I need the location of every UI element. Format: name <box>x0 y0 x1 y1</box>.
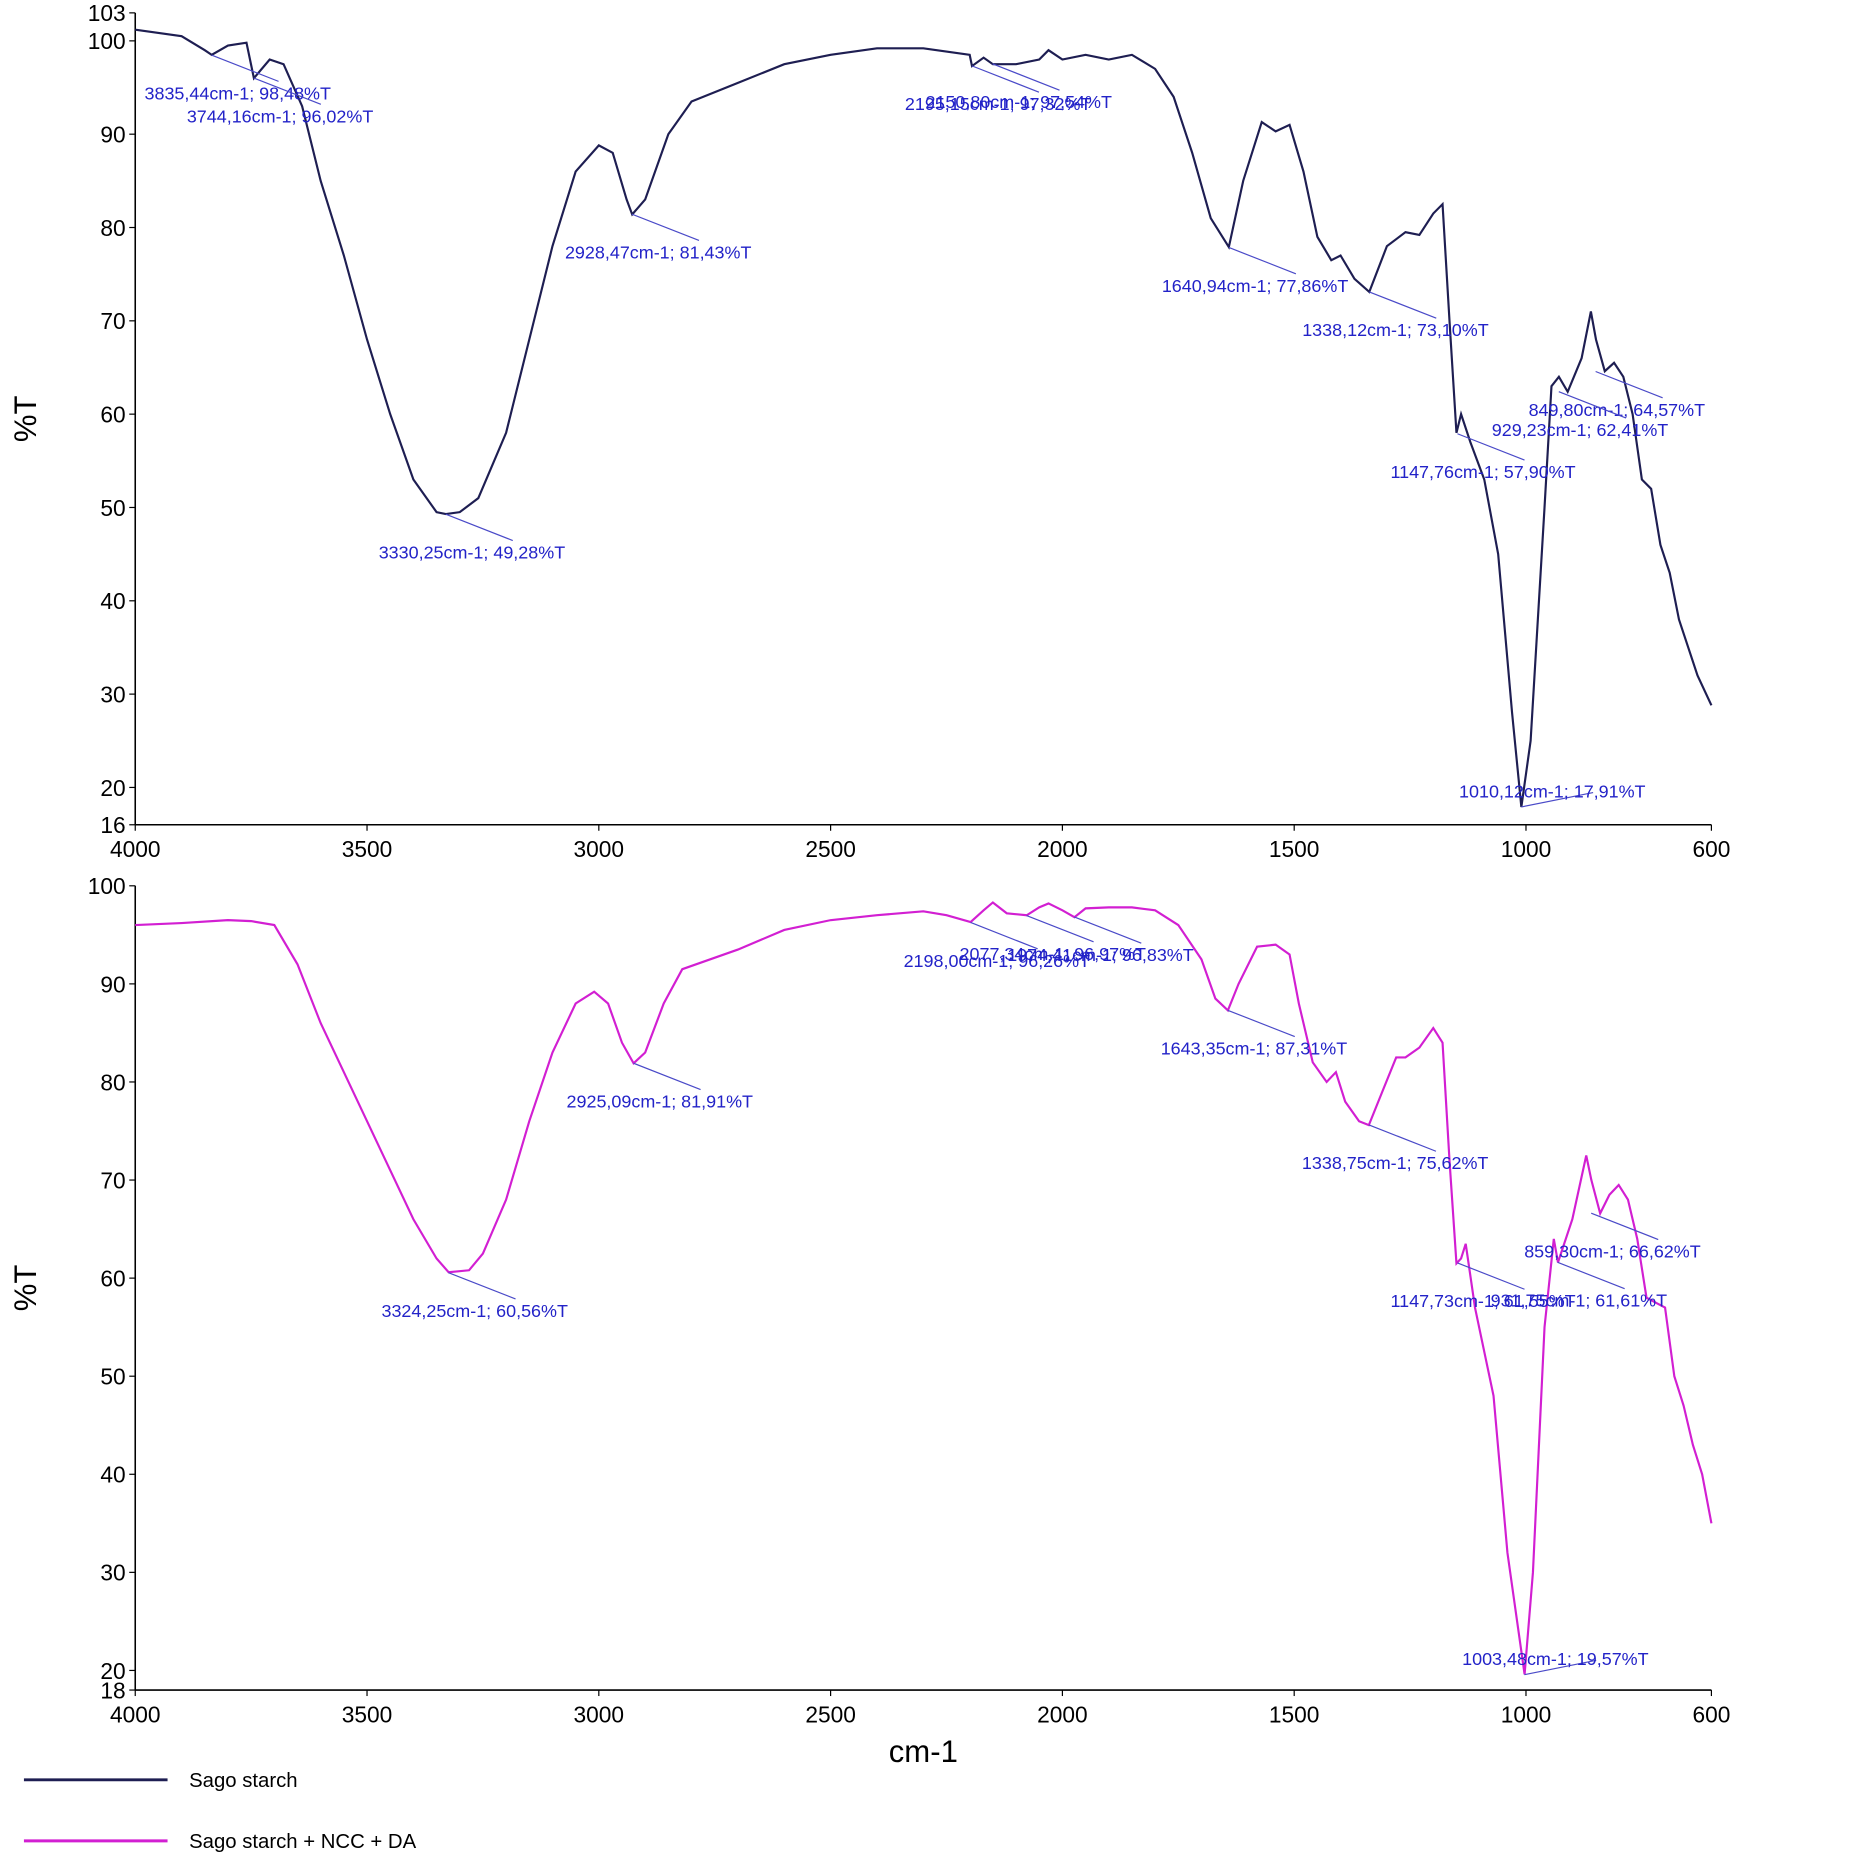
peak-label: 2198,00cm-1; 96,26%T <box>904 951 1091 971</box>
x-tick-label: 1000 <box>1501 1701 1552 1727</box>
peak-leader <box>1026 914 1094 943</box>
peak-leader <box>1457 433 1525 461</box>
y-tick-label: 80 <box>100 215 125 241</box>
peak-leader <box>631 213 700 242</box>
y-tick-label: 70 <box>100 308 125 334</box>
peak-label: 1010,12cm-1; 17,91%T <box>1459 781 1646 801</box>
y-tick-label: 90 <box>100 122 125 148</box>
y-tick-label: 30 <box>100 1560 125 1586</box>
y-tick-label: 16 <box>100 812 125 838</box>
peak-label: 3744,16cm-1; 96,02%T <box>187 106 374 126</box>
peak-label: 2150,80cm-1; 97,54%T <box>925 92 1112 112</box>
peak-leader <box>1595 370 1663 399</box>
x-tick-label: 600 <box>1692 836 1730 862</box>
peak-leader <box>1457 1262 1525 1290</box>
y-tick-label: 50 <box>100 495 125 521</box>
peak-leader <box>992 63 1060 91</box>
x-tick-label: 1500 <box>1269 836 1320 862</box>
peak-label: 1147,73cm-1; 61,55%T <box>1390 1291 1575 1311</box>
peak-leader <box>1074 916 1142 944</box>
peak-leader <box>445 513 513 542</box>
x-tick-label: 2000 <box>1037 836 1088 862</box>
y-tick-label: 70 <box>100 1167 125 1193</box>
y-tick-label: 50 <box>100 1364 125 1390</box>
peak-label: 2077,34cm-1; 96,97%T <box>960 944 1147 964</box>
peak-label: 1338,12cm-1; 73,10%T <box>1302 320 1489 340</box>
peak-label: 2928,47cm-1; 81,43%T <box>565 242 752 262</box>
y-tick-label: 20 <box>100 775 125 801</box>
y-tick-label: 60 <box>100 1266 125 1292</box>
y-tick-label: 80 <box>100 1069 125 1095</box>
peak-label: 1003,48cm-1; 19,57%T <box>1462 1649 1649 1669</box>
peak-leader <box>1524 1659 1597 1676</box>
peak-label: 929,23cm-1; 62,41%T <box>1492 420 1669 440</box>
x-tick-label: 4000 <box>110 1701 161 1727</box>
x-tick-label: 2500 <box>805 836 856 862</box>
peak-leader <box>1368 1124 1437 1152</box>
peak-leader <box>971 65 1040 93</box>
y-tick-label: 100 <box>88 28 126 54</box>
x-axis-label: cm-1 <box>889 1734 958 1769</box>
x-tick-label: 2000 <box>1037 1701 1088 1727</box>
peak-label: 1974,41cm-1; 96,83%T <box>1007 945 1194 965</box>
y-tick-label: 100 <box>88 873 126 899</box>
peak-label: 849,80cm-1; 64,57%T <box>1529 400 1706 420</box>
peak-leader <box>1557 1261 1625 1290</box>
y-tick-label: 40 <box>100 1462 125 1488</box>
spectrum-line <box>135 901 1713 1675</box>
peak-leader <box>253 77 322 105</box>
peak-leader <box>1227 1009 1295 1038</box>
peak-leader <box>633 1062 701 1091</box>
peak-label: 1147,76cm-1; 57,90%T <box>1390 462 1575 482</box>
y-tick-label: 20 <box>100 1658 125 1684</box>
legend-label: Sago starch <box>189 1770 297 1792</box>
peak-leader <box>1521 791 1594 808</box>
y-tick-label: 40 <box>100 588 125 614</box>
y-tick-label: 103 <box>88 0 126 26</box>
peak-leader <box>448 1272 516 1300</box>
x-tick-label: 3000 <box>574 836 625 862</box>
peak-label: 2195,15cm-1; 97,32%T <box>905 94 1092 114</box>
peak-leader <box>1369 291 1437 319</box>
y-axis-label: %T <box>8 1265 43 1312</box>
peak-label: 1643,35cm-1; 87,31%T <box>1161 1039 1348 1059</box>
y-tick-label: 60 <box>100 402 125 428</box>
y-tick-label: 90 <box>100 971 125 997</box>
x-tick-label: 1500 <box>1269 1701 1320 1727</box>
peak-label: 1338,75cm-1; 75,62%T <box>1302 1153 1489 1173</box>
legend-label: Sago starch + NCC + DA <box>189 1831 417 1853</box>
y-tick-label: 18 <box>100 1677 125 1703</box>
peak-label: 3835,44cm-1; 98,48%T <box>145 83 332 103</box>
peak-leader <box>211 54 279 82</box>
x-tick-label: 4000 <box>110 836 161 862</box>
x-tick-label: 600 <box>1692 1701 1730 1727</box>
peak-label: 1640,94cm-1; 77,86%T <box>1162 276 1349 296</box>
x-tick-label: 3000 <box>574 1701 625 1727</box>
y-tick-label: 30 <box>100 681 125 707</box>
x-tick-label: 1000 <box>1501 836 1552 862</box>
peak-leader <box>1558 391 1627 419</box>
spectrum-line <box>135 28 1713 808</box>
peak-label: 3324,25cm-1; 60,56%T <box>381 1301 568 1321</box>
x-tick-label: 2500 <box>805 1701 856 1727</box>
peak-leader <box>1590 1212 1659 1241</box>
peak-label: 931,75cm-1; 61,61%T <box>1491 1291 1668 1311</box>
x-tick-label: 3500 <box>342 836 393 862</box>
peak-label: 3330,25cm-1; 49,28%T <box>379 542 566 562</box>
x-tick-label: 3500 <box>342 1701 393 1727</box>
peak-leader <box>1228 246 1297 275</box>
peak-label: 2925,09cm-1; 81,91%T <box>567 1092 754 1112</box>
peak-label: 859,30cm-1; 66,62%T <box>1524 1241 1701 1261</box>
y-axis-label: %T <box>8 395 43 442</box>
peak-leader <box>970 921 1038 950</box>
